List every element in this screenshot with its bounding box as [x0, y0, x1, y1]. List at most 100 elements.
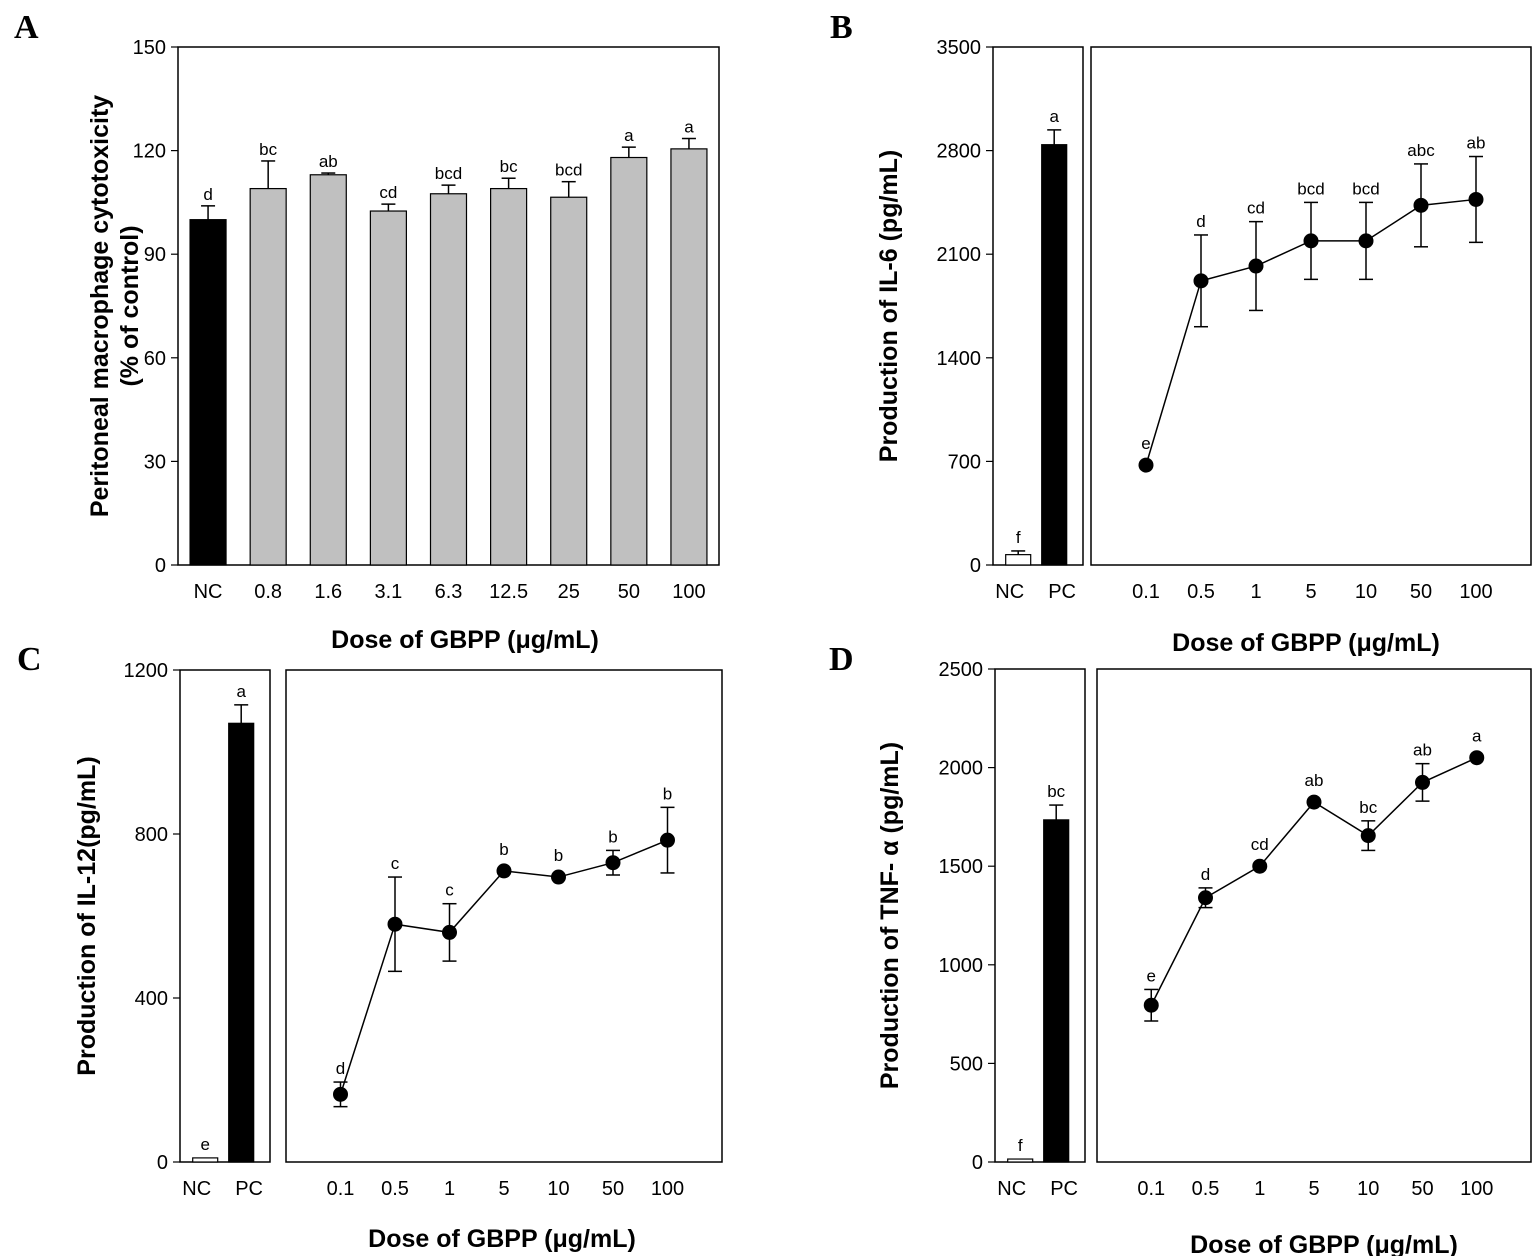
- panel-b-xtick-4: 10: [1355, 581, 1377, 603]
- panel-label-b: B: [830, 9, 853, 46]
- panel-b-control-letter-1: a: [1049, 107, 1059, 126]
- panel-a-bar-1: [249, 187, 287, 566]
- panel-d-point-letter-5: ab: [1413, 741, 1432, 760]
- panel-a-xtick-0: NC: [194, 581, 223, 603]
- panel-d-point-letter-0: e: [1147, 966, 1156, 985]
- panel-b-control-frame: [992, 46, 1084, 566]
- panel-c-xtick-0: 0.1: [327, 1178, 355, 1200]
- panel-b-control-letter-0: f: [1016, 528, 1021, 547]
- panel-a-xtick-8: 100: [672, 581, 705, 603]
- panel-a-ytick-label-1: 30: [144, 451, 166, 473]
- panel-c-control-bar-0: [192, 1157, 219, 1163]
- panel-a-letter-5: bc: [500, 157, 518, 176]
- panel-b-control-label-1: PC: [1048, 581, 1076, 603]
- panel-d-control-frame: [994, 668, 1086, 1163]
- panel-c-point-3: [496, 863, 512, 879]
- panel-b-xtick-5: 50: [1410, 581, 1432, 603]
- panel-a-bar-8: [670, 148, 708, 566]
- panel-d-control-letter-1: bc: [1047, 782, 1065, 801]
- panel-a-xtick-7: 50: [618, 581, 640, 603]
- panel-d-ytick-label-1: 500: [950, 1053, 983, 1075]
- panel-a-letter-8: a: [684, 118, 694, 137]
- panel-c-ytick-label-0: 0: [157, 1152, 168, 1174]
- panel-b-point-2: [1248, 258, 1264, 274]
- panel-c-ytick-label-2: 800: [135, 824, 168, 846]
- panel-c-point-letter-0: d: [336, 1059, 345, 1078]
- panel-d-dose-frame: [1096, 668, 1532, 1163]
- panel-a-xlabel: Dose of GBPP (μg/mL): [331, 626, 599, 654]
- panel-a-ylabel-unit: (% of control): [116, 225, 144, 386]
- panel-a-xtick-4: 6.3: [435, 581, 463, 603]
- panel-d-ytick-label-5: 2500: [939, 659, 984, 681]
- panel-b-xtick-0: 0.1: [1132, 581, 1160, 603]
- panel-d-point-letter-6: a: [1472, 727, 1482, 746]
- panel-c-ylabel: Production of IL-12(pg/mL): [73, 756, 101, 1075]
- panel-b-point-letter-2: cd: [1247, 199, 1265, 218]
- panel-label-d: D: [829, 641, 854, 678]
- panel-c-control-label-1: PC: [235, 1178, 263, 1200]
- panel-c-point-6: [660, 832, 675, 848]
- panel-b-xtick-6: 100: [1459, 581, 1492, 603]
- panel-b-chart: B 0 700 1400 2100 2800 3500 f a NC PC e 0.1 d 0.5 cd 1 bc…: [830, 9, 1532, 657]
- panel-c-xlabel: Dose of GBPP (μg/mL): [368, 1225, 636, 1253]
- panel-b-point-1: [1193, 273, 1209, 289]
- panel-b-xtick-1: 0.5: [1187, 581, 1215, 603]
- panel-a-letter-3: cd: [379, 183, 397, 202]
- panel-d-ylabel: Production of TNF- α (pg/mL): [876, 742, 904, 1089]
- panel-d-ytick-label-4: 2000: [939, 758, 984, 780]
- panel-d-ytick-label-2: 1000: [939, 955, 984, 977]
- panel-c-point-5: [605, 855, 621, 871]
- panel-b-ytick-label-3: 2100: [937, 244, 982, 266]
- panel-a-letter-0: d: [203, 185, 212, 204]
- panel-b-control-bar-0: [1005, 554, 1032, 566]
- panel-c-chart: C 0 400 800 1200 e a NC PC d 0.1 c 0.5 c 1 b 5 b 10 b 50 b 100…: [17, 641, 723, 1253]
- panel-a-letter-2: ab: [319, 152, 338, 171]
- panel-d-chart: D 0 500 1000 1500 2000 2500 f bc NC PC e 0.1 d 0.5 cd 1 a…: [829, 641, 1532, 1256]
- panel-a-letter-6: bcd: [555, 161, 582, 180]
- panel-a-xtick-2: 1.6: [314, 581, 342, 603]
- panel-a-ytick-label-4: 120: [133, 141, 166, 163]
- panel-a-ytick-label-0: 0: [155, 555, 166, 577]
- panel-a-bar-2: [309, 174, 347, 566]
- panel-c-ytick-label-1: 400: [135, 988, 168, 1010]
- panel-c-point-1: [387, 916, 403, 932]
- panel-a-ylabel: Peritoneal macrophage cytotoxicity: [86, 95, 114, 517]
- panel-label-a: A: [14, 9, 39, 46]
- panel-c-control-letter-1: a: [236, 682, 246, 701]
- panel-d-point-letter-2: cd: [1251, 835, 1269, 854]
- panel-c-point-4: [551, 869, 566, 885]
- panel-c-xtick-4: 10: [547, 1178, 569, 1200]
- panel-c-xtick-3: 5: [498, 1178, 509, 1200]
- panel-d-point-letter-1: d: [1201, 865, 1210, 884]
- panel-d-point-0: [1143, 997, 1159, 1013]
- panel-b-ytick-label-0: 0: [970, 555, 981, 577]
- panel-b-xtick-2: 1: [1250, 581, 1261, 603]
- panel-c-point-letter-4: b: [554, 846, 563, 865]
- panel-d-point-6: [1469, 750, 1485, 766]
- panel-c-point-letter-6: b: [663, 784, 672, 803]
- panel-a-letter-4: bcd: [435, 164, 462, 183]
- panel-b-control-bar-1: [1041, 144, 1068, 566]
- panel-c-xtick-6: 100: [651, 1178, 684, 1200]
- panel-b-ytick-label-2: 1400: [937, 348, 982, 370]
- panel-c-point-letter-5: b: [608, 827, 617, 846]
- panel-a-bar-7: [610, 156, 648, 566]
- panel-b-point-letter-1: d: [1196, 212, 1205, 231]
- panel-c-ytick-label-3: 1200: [124, 660, 169, 682]
- panel-b-ylabel: Production of IL-6 (pg/mL): [875, 150, 903, 462]
- panel-a-ytick-label-2: 60: [144, 348, 166, 370]
- panel-a-letter-7: a: [624, 126, 634, 145]
- panel-b-point-3: [1303, 233, 1319, 249]
- panel-d-xtick-6: 100: [1460, 1178, 1493, 1200]
- panel-a-bar-0: [189, 219, 227, 566]
- panel-d-point-5: [1415, 774, 1430, 790]
- panel-c-dose-frame: [285, 669, 723, 1163]
- panel-c-point-letter-1: c: [391, 854, 400, 873]
- panel-b-ytick-label-5: 3500: [937, 37, 982, 59]
- panel-c-xtick-2: 1: [444, 1178, 455, 1200]
- panel-c-xtick-1: 0.5: [381, 1178, 409, 1200]
- panel-d-ytick-label-0: 0: [972, 1152, 983, 1174]
- panel-a-xtick-5: 12.5: [489, 581, 528, 603]
- panel-c-xtick-5: 50: [602, 1178, 624, 1200]
- panel-d-xlabel: Dose of GBPP (μg/mL): [1190, 1231, 1458, 1256]
